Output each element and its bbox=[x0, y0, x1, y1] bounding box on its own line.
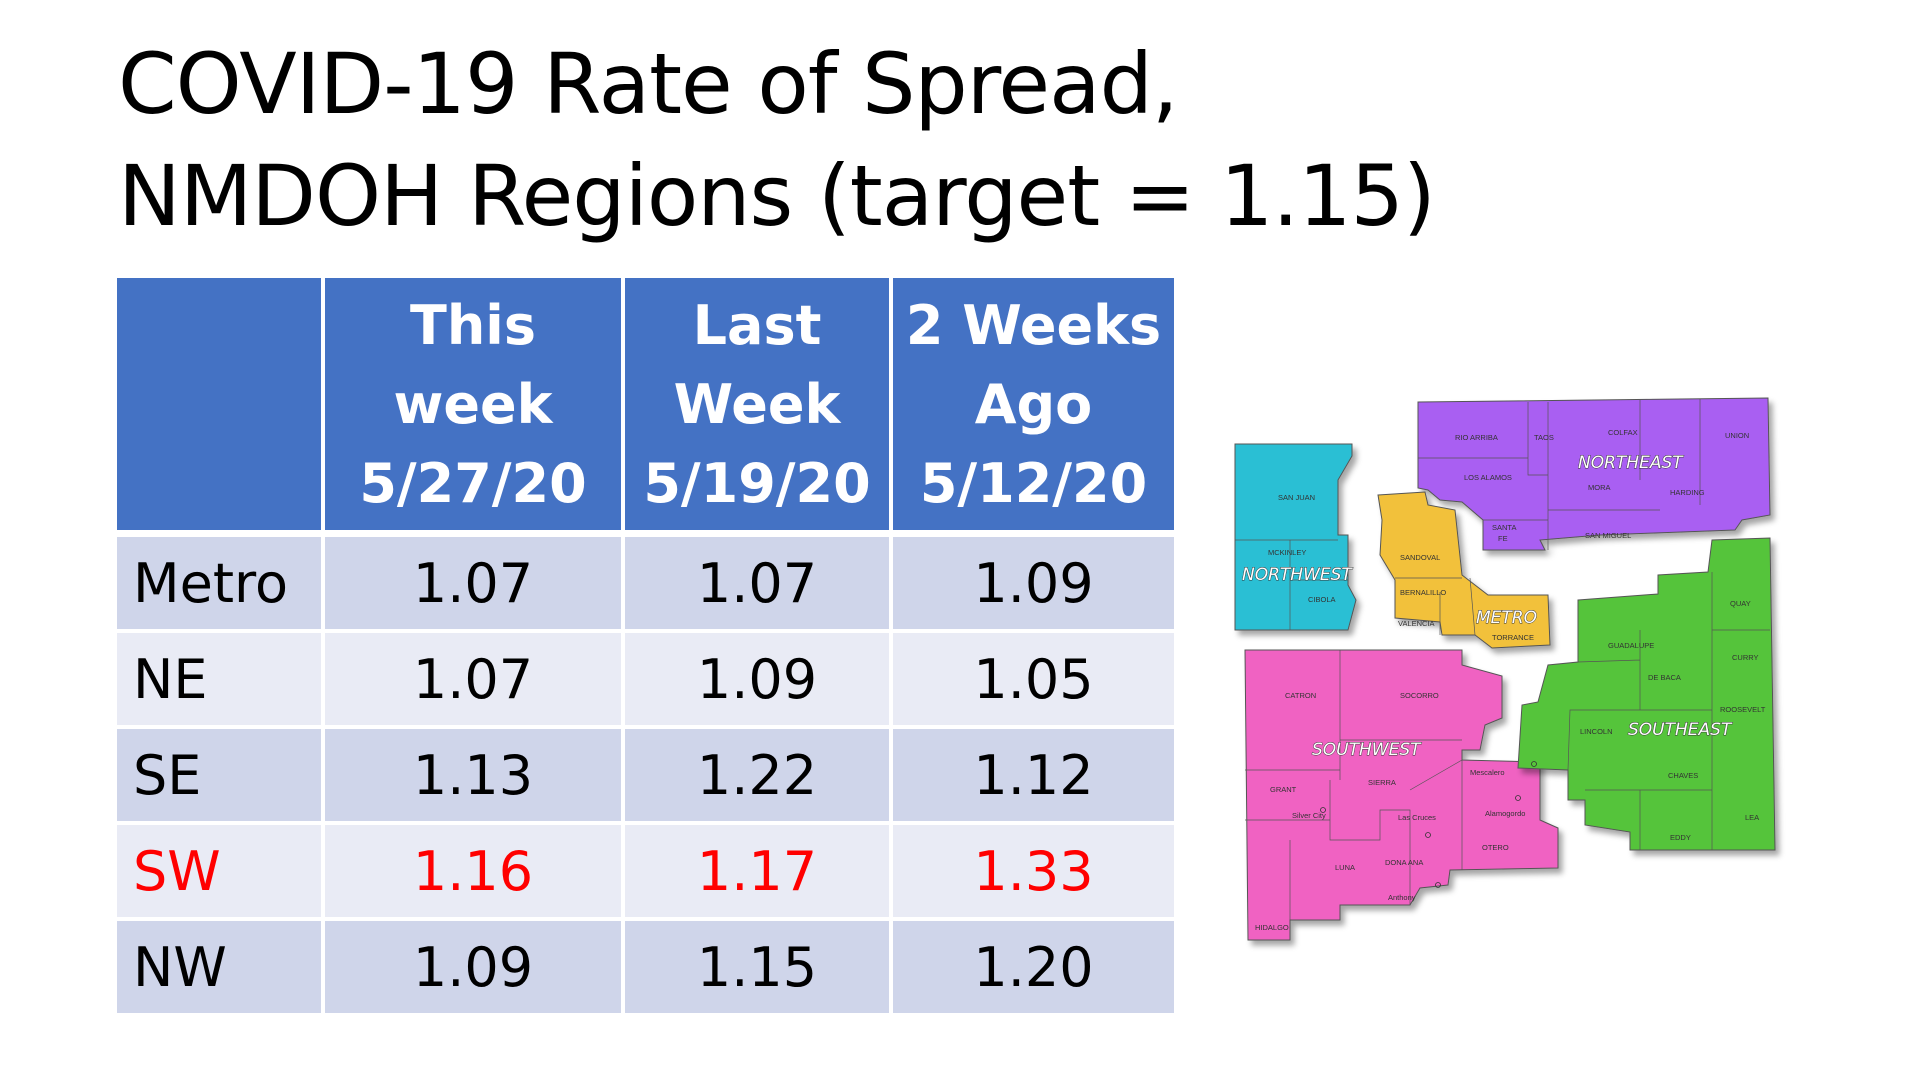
county-label: SAN JUAN bbox=[1278, 493, 1315, 502]
region-cell: NE bbox=[117, 631, 325, 729]
county-label: BERNALILLO bbox=[1400, 588, 1446, 597]
county-label: DE BACA bbox=[1648, 673, 1681, 682]
las-cruces-marker bbox=[1425, 832, 1431, 838]
last-week-cell: 1.22 bbox=[623, 727, 893, 825]
county-label: FE bbox=[1498, 534, 1508, 543]
county-label: SANDOVAL bbox=[1400, 553, 1440, 562]
this-week-cell: 1.07 bbox=[323, 533, 625, 633]
region-label-northwest: NORTHWEST bbox=[1242, 565, 1353, 585]
mescalero-marker bbox=[1531, 761, 1537, 767]
county-label: HIDALGO bbox=[1255, 923, 1289, 932]
county-label: CURRY bbox=[1732, 653, 1759, 662]
region-northwest bbox=[1234, 443, 1357, 631]
table-row: NE 1.07 1.09 1.05 bbox=[117, 631, 1174, 729]
header-region bbox=[117, 278, 325, 537]
last-week-cell: 1.17 bbox=[623, 823, 893, 921]
county-label: EDDY bbox=[1670, 833, 1691, 842]
header-last-week: Last Week 5/19/20 bbox=[623, 278, 893, 537]
this-week-cell: 1.09 bbox=[323, 919, 625, 1017]
county-label: HARDING bbox=[1670, 488, 1705, 497]
region-label-southwest: SOUTHWEST bbox=[1312, 740, 1422, 760]
silver-city-marker bbox=[1320, 807, 1326, 813]
two-weeks-ago-cell: 1.09 bbox=[891, 533, 1174, 633]
two-weeks-ago-cell: 1.12 bbox=[891, 727, 1174, 825]
town-markers bbox=[1320, 761, 1537, 888]
region-cell: SE bbox=[117, 727, 325, 825]
region-southeast bbox=[1517, 537, 1776, 851]
last-week-cell: 1.09 bbox=[623, 631, 893, 729]
metro-shape bbox=[1377, 491, 1551, 649]
county-label: QUAY bbox=[1730, 599, 1751, 608]
table-row: Metro 1.07 1.07 1.09 bbox=[117, 533, 1174, 633]
county-label: CHAVES bbox=[1668, 771, 1698, 780]
county-label: RIO ARRIBA bbox=[1455, 433, 1498, 442]
county-label: Silver City bbox=[1292, 811, 1326, 820]
county-label: DONA ANA bbox=[1385, 858, 1423, 867]
alamogordo-marker bbox=[1515, 795, 1521, 801]
table-row: NW 1.09 1.15 1.20 bbox=[117, 919, 1174, 1017]
region-northeast bbox=[1417, 397, 1771, 551]
county-label: TAOS bbox=[1534, 433, 1554, 442]
county-label: VALENCIA bbox=[1398, 619, 1435, 628]
county-label: Anthony bbox=[1388, 893, 1416, 902]
region-metro bbox=[1377, 491, 1551, 649]
region-cell: NW bbox=[117, 919, 325, 1017]
anthony-marker bbox=[1435, 882, 1441, 888]
county-label: SOCORRO bbox=[1400, 691, 1439, 700]
this-week-cell: 1.16 bbox=[323, 823, 625, 921]
region-southwest bbox=[1244, 649, 1559, 941]
southeast-shape bbox=[1517, 537, 1776, 851]
region-cell: Metro bbox=[117, 533, 325, 633]
region-cell: SW bbox=[117, 823, 325, 921]
county-label: CIBOLA bbox=[1308, 595, 1336, 604]
county-label: LUNA bbox=[1335, 863, 1355, 872]
header-this-week: This week 5/27/20 bbox=[323, 278, 625, 537]
county-label: Mescalero bbox=[1470, 768, 1505, 777]
this-week-cell: 1.13 bbox=[323, 727, 625, 825]
table-row: SE 1.13 1.22 1.12 bbox=[117, 727, 1174, 825]
county-label: GRANT bbox=[1270, 785, 1297, 794]
title-line-1: COVID-19 Rate of Spread, bbox=[118, 35, 1179, 133]
northwest-shape bbox=[1234, 443, 1357, 631]
county-label: LOS ALAMOS bbox=[1464, 473, 1512, 482]
southwest-shape bbox=[1244, 649, 1559, 941]
table-row-highlighted: SW 1.16 1.17 1.33 bbox=[117, 823, 1174, 921]
county-label: SANTA bbox=[1492, 523, 1516, 532]
county-label: LINCOLN bbox=[1580, 727, 1613, 736]
region-label-northeast: NORTHEAST bbox=[1578, 453, 1684, 473]
last-week-cell: 1.07 bbox=[623, 533, 893, 633]
header-two-weeks-ago: 2 Weeks Ago 5/12/20 bbox=[891, 278, 1174, 537]
slide-title: COVID-19 Rate of Spread, NMDOH Regions (… bbox=[118, 28, 1618, 252]
county-label: Las Cruces bbox=[1398, 813, 1436, 822]
county-label: GUADALUPE bbox=[1608, 641, 1654, 650]
county-label: MCKINLEY bbox=[1268, 548, 1306, 557]
county-label: Alamogordo bbox=[1485, 809, 1525, 818]
county-label: SIERRA bbox=[1368, 778, 1396, 787]
title-line-2: NMDOH Regions (target = 1.15) bbox=[118, 147, 1436, 245]
two-weeks-ago-cell: 1.05 bbox=[891, 631, 1174, 729]
nm-regions-map-svg: SAN JUAN MCKINLEY CIBOLA RIO ARRIBA TAOS… bbox=[1234, 397, 1776, 941]
county-label: OTERO bbox=[1482, 843, 1509, 852]
rate-of-spread-table: This week 5/27/20 Last Week 5/19/20 2 We… bbox=[117, 278, 1174, 1017]
county-label: TORRANCE bbox=[1492, 633, 1534, 642]
county-label: SAN MIGUEL bbox=[1585, 531, 1631, 540]
county-label: MORA bbox=[1588, 483, 1611, 492]
nm-regions-map: SAN JUAN MCKINLEY CIBOLA RIO ARRIBA TAOS… bbox=[1230, 380, 1790, 1010]
county-label: LEA bbox=[1745, 813, 1759, 822]
this-week-cell: 1.07 bbox=[323, 631, 625, 729]
two-weeks-ago-cell: 1.33 bbox=[891, 823, 1174, 921]
county-label: CATRON bbox=[1285, 691, 1316, 700]
northeast-shape bbox=[1417, 397, 1771, 551]
region-label-southeast: SOUTHEAST bbox=[1628, 720, 1733, 740]
county-label: ROOSEVELT bbox=[1720, 705, 1766, 714]
county-label: COLFAX bbox=[1608, 428, 1638, 437]
county-label: UNION bbox=[1725, 431, 1749, 440]
two-weeks-ago-cell: 1.20 bbox=[891, 919, 1174, 1017]
last-week-cell: 1.15 bbox=[623, 919, 893, 1017]
table-header-row: This week 5/27/20 Last Week 5/19/20 2 We… bbox=[117, 278, 1174, 537]
region-label-metro: METRO bbox=[1476, 608, 1537, 628]
